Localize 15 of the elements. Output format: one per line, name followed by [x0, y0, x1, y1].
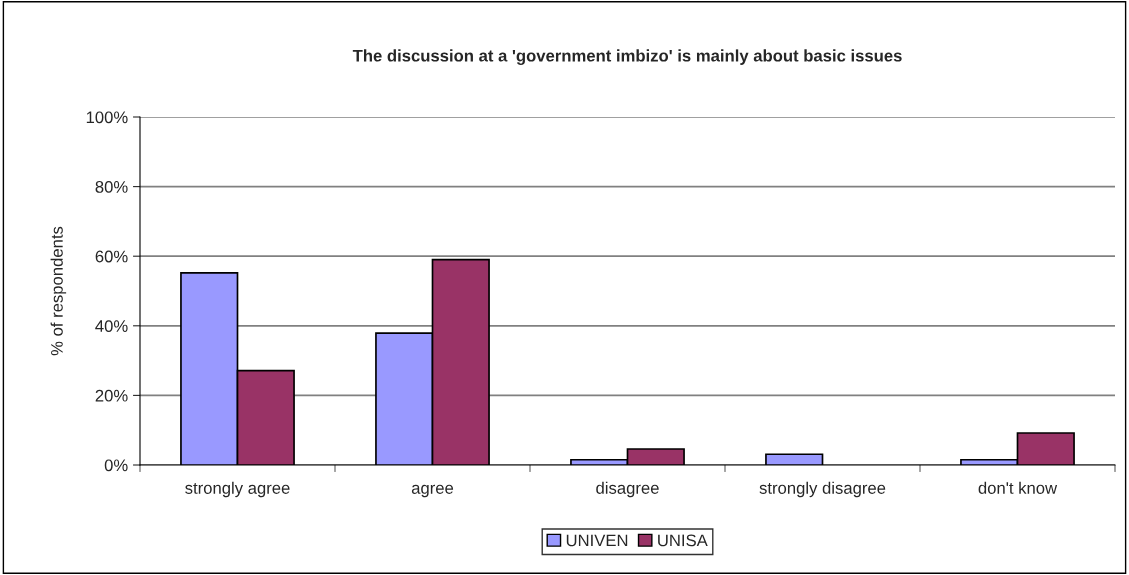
x-tick-label: strongly disagree [759, 481, 886, 498]
y-axis-title: % of respondents [50, 226, 67, 356]
legend-label: UNISA [658, 534, 708, 547]
y-tick-label: 100% [86, 111, 128, 124]
y-tick-label: 0% [104, 459, 128, 472]
y-tick-label: 80% [95, 181, 128, 193]
y-tick-label: 20% [95, 389, 128, 402]
legend-label: UNIVEN [566, 534, 628, 547]
chart-title: The discussion at a 'government imbizo' is mainly about basic issues [352, 49, 902, 65]
x-tick-label: disagree [596, 481, 659, 498]
x-tick-label: agree [411, 484, 454, 498]
x-tick-label: strongly agree [185, 481, 290, 498]
y-tick-label: 40% [95, 320, 128, 332]
y-tick-label: 60% [95, 250, 128, 263]
x-tick-label: don't know [978, 481, 1058, 494]
